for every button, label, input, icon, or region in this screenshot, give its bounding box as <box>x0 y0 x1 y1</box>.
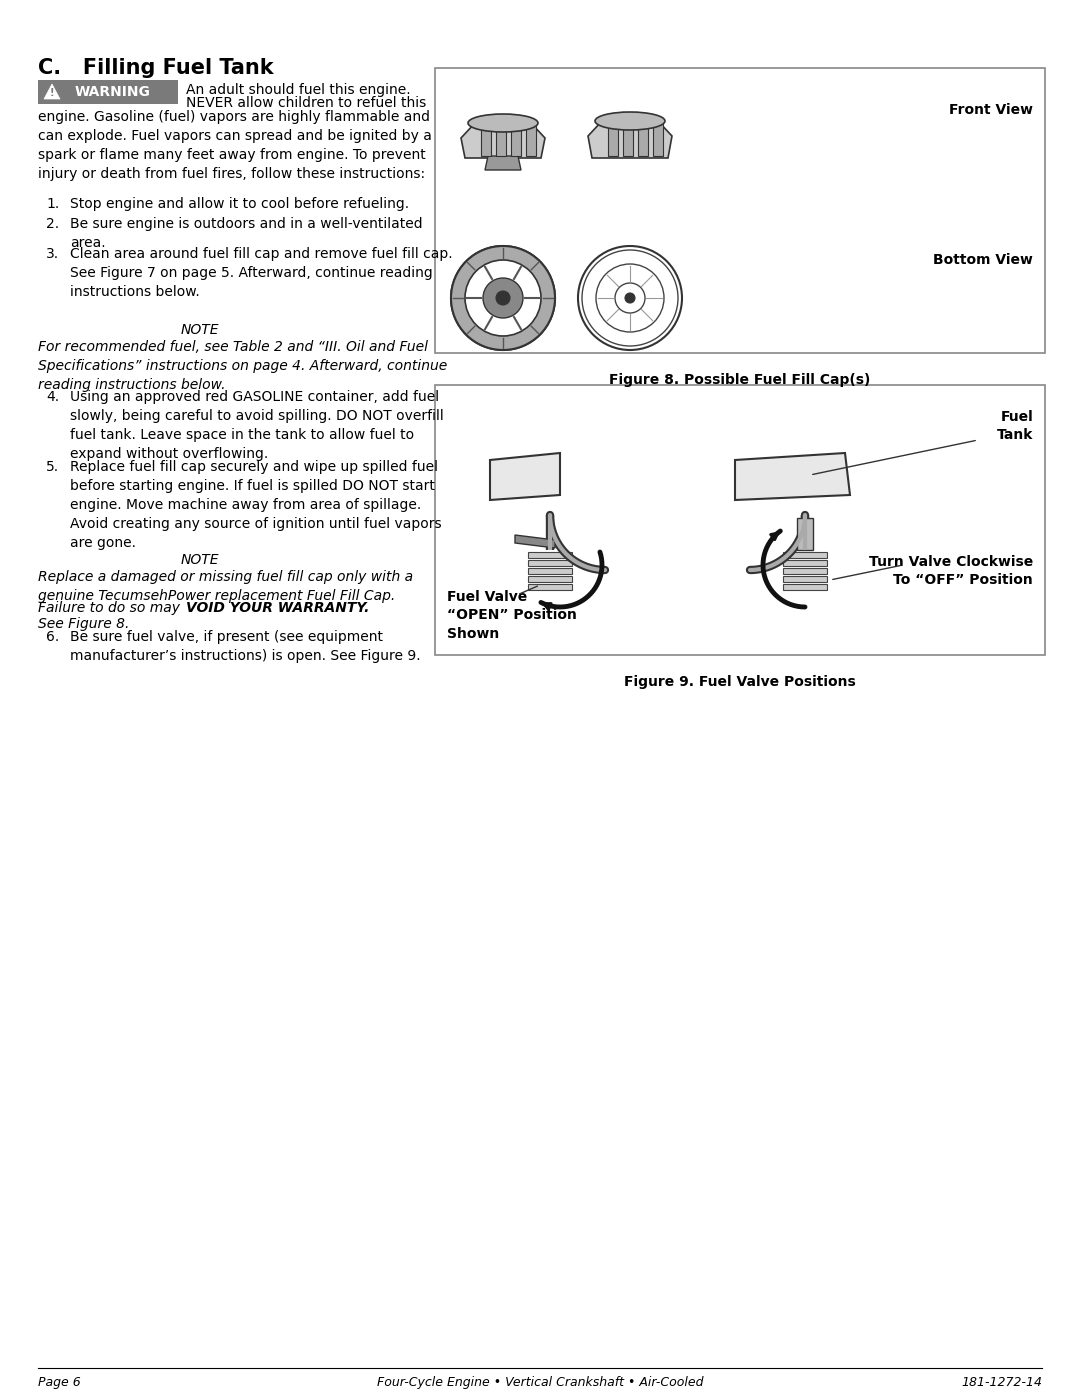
Bar <box>481 124 491 156</box>
Text: 6.: 6. <box>46 630 59 644</box>
Text: Four-Cycle Engine • Vertical Crankshaft • Air-Cooled: Four-Cycle Engine • Vertical Crankshaft … <box>377 1376 703 1389</box>
Text: An adult should fuel this engine.: An adult should fuel this engine. <box>186 82 410 96</box>
Text: !: ! <box>50 88 54 98</box>
Text: See Figure 8.: See Figure 8. <box>38 617 130 631</box>
Bar <box>608 122 618 156</box>
Polygon shape <box>515 535 555 548</box>
Text: Turn Valve Clockwise
To “OFF” Position: Turn Valve Clockwise To “OFF” Position <box>868 555 1032 587</box>
Text: 2.: 2. <box>46 217 59 231</box>
FancyBboxPatch shape <box>435 386 1045 655</box>
Bar <box>783 569 827 574</box>
Circle shape <box>451 246 555 351</box>
Circle shape <box>578 246 681 351</box>
Bar <box>496 124 507 156</box>
Text: 4.: 4. <box>46 390 59 404</box>
Polygon shape <box>735 453 850 500</box>
Text: 181-1272-14: 181-1272-14 <box>961 1376 1042 1389</box>
Text: C.   Filling Fuel Tank: C. Filling Fuel Tank <box>38 59 273 78</box>
Bar <box>783 576 827 583</box>
Text: Using an approved red GASOLINE container, add fuel
slowly, being careful to avoi: Using an approved red GASOLINE container… <box>70 390 444 461</box>
Circle shape <box>625 293 635 303</box>
Polygon shape <box>588 122 672 158</box>
Bar <box>638 122 648 156</box>
Text: Replace fuel fill cap securely and wipe up spilled fuel
before starting engine. : Replace fuel fill cap securely and wipe … <box>70 460 442 550</box>
Text: Front View: Front View <box>949 103 1032 117</box>
Bar <box>623 122 633 156</box>
Text: engine. Gasoline (fuel) vapors are highly flammable and
can explode. Fuel vapors: engine. Gasoline (fuel) vapors are highl… <box>38 110 432 180</box>
FancyBboxPatch shape <box>435 68 1045 353</box>
Text: NEVER allow children to refuel this: NEVER allow children to refuel this <box>186 96 427 110</box>
Polygon shape <box>44 84 60 99</box>
Circle shape <box>496 291 510 305</box>
Bar <box>528 560 572 566</box>
Bar <box>783 560 827 566</box>
Text: 1.: 1. <box>46 197 59 211</box>
FancyBboxPatch shape <box>38 80 178 103</box>
Text: For recommended fuel, see Table 2 and “III. Oil and Fuel
Specifications” instruc: For recommended fuel, see Table 2 and “I… <box>38 339 447 393</box>
Bar <box>528 552 572 557</box>
Text: Failure to do so may: Failure to do so may <box>38 601 185 615</box>
Text: 5.: 5. <box>46 460 59 474</box>
Polygon shape <box>490 453 561 500</box>
Text: Be sure fuel valve, if present (see equipment
manufacturer’s instructions) is op: Be sure fuel valve, if present (see equi… <box>70 630 420 664</box>
Bar <box>526 124 536 156</box>
Text: Clean area around fuel fill cap and remove fuel fill cap.
See Figure 7 on page 5: Clean area around fuel fill cap and remo… <box>70 247 453 299</box>
Polygon shape <box>461 123 545 158</box>
Ellipse shape <box>595 112 665 130</box>
Text: Replace a damaged or missing fuel fill cap only with a
genuine TecumsehPower rep: Replace a damaged or missing fuel fill c… <box>38 570 414 604</box>
Text: Be sure engine is outdoors and in a well-ventilated
area.: Be sure engine is outdoors and in a well… <box>70 217 422 250</box>
Bar <box>653 122 663 156</box>
Ellipse shape <box>468 115 538 131</box>
Text: Stop engine and allow it to cool before refueling.: Stop engine and allow it to cool before … <box>70 197 409 211</box>
Circle shape <box>596 264 664 332</box>
Bar <box>511 124 521 156</box>
Polygon shape <box>797 518 813 550</box>
Circle shape <box>483 278 523 319</box>
Bar <box>528 584 572 590</box>
Circle shape <box>451 246 555 351</box>
Polygon shape <box>485 156 521 170</box>
Text: Figure 8. Possible Fuel Fill Cap(s): Figure 8. Possible Fuel Fill Cap(s) <box>609 373 870 387</box>
Text: NOTE: NOTE <box>180 553 219 567</box>
Text: NOTE: NOTE <box>180 323 219 337</box>
Text: 3.: 3. <box>46 247 59 261</box>
Text: Fuel
Tank: Fuel Tank <box>997 409 1032 443</box>
Bar <box>783 552 827 557</box>
Circle shape <box>465 260 541 337</box>
Circle shape <box>615 284 645 313</box>
Circle shape <box>582 250 678 346</box>
Bar <box>528 576 572 583</box>
Text: Bottom View: Bottom View <box>933 253 1032 267</box>
Text: Fuel Valve
“OPEN” Position
Shown: Fuel Valve “OPEN” Position Shown <box>447 590 577 641</box>
Text: Figure 9. Fuel Valve Positions: Figure 9. Fuel Valve Positions <box>624 675 855 689</box>
Bar <box>783 584 827 590</box>
Text: Page 6: Page 6 <box>38 1376 81 1389</box>
Text: WARNING: WARNING <box>76 85 151 99</box>
Bar <box>528 569 572 574</box>
Text: VOID YOUR WARRANTY.: VOID YOUR WARRANTY. <box>186 601 369 615</box>
